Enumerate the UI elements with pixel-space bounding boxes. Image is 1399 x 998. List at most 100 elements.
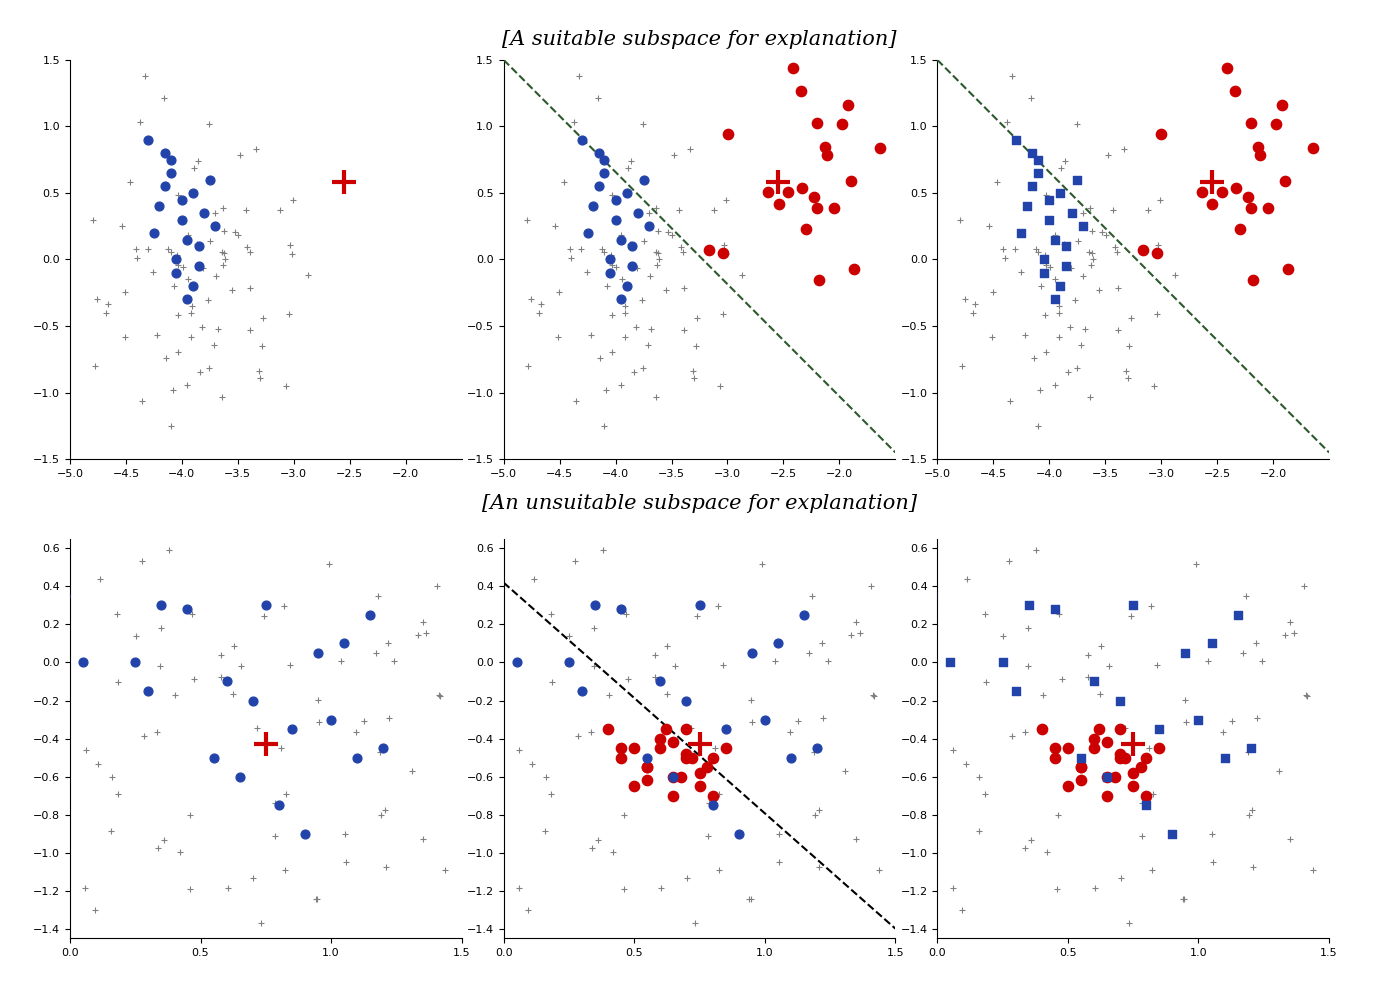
- Point: [1020, 832, 1042, 848]
- Point: [754, 712, 776, 728]
- Point: [1056, 363, 1079, 379]
- Point: [849, 626, 872, 642]
- Point: [1149, 721, 1171, 737]
- Point: [346, 749, 368, 765]
- Point: [649, 741, 672, 756]
- Point: [334, 854, 357, 870]
- Point: [1122, 778, 1144, 794]
- Point: [145, 327, 168, 343]
- Point: [204, 205, 227, 221]
- Point: [242, 870, 264, 886]
- Point: [816, 147, 838, 163]
- Point: [1343, 233, 1365, 249]
- Point: [1122, 737, 1144, 752]
- Point: [267, 797, 290, 813]
- Point: [596, 277, 618, 293]
- Point: [993, 250, 1016, 266]
- Point: [273, 598, 295, 614]
- Point: [1247, 139, 1269, 155]
- Point: [606, 259, 628, 275]
- Point: [520, 755, 543, 771]
- Point: [715, 192, 737, 208]
- Point: [1032, 251, 1055, 267]
- Point: [1010, 264, 1032, 280]
- Point: [518, 902, 540, 918]
- Point: [1146, 245, 1168, 260]
- Point: [1256, 200, 1279, 216]
- Point: [1059, 260, 1081, 276]
- Point: [306, 693, 329, 709]
- Point: [564, 553, 586, 569]
- Point: [278, 657, 301, 673]
- Point: [992, 628, 1014, 644]
- Point: [1270, 97, 1293, 113]
- Point: [641, 320, 663, 336]
- Point: [610, 291, 632, 307]
- Point: [1242, 858, 1265, 874]
- Point: [790, 181, 813, 197]
- Point: [199, 233, 221, 249]
- Point: [239, 280, 262, 296]
- Point: [179, 881, 201, 897]
- Point: [180, 304, 203, 320]
- Point: [204, 267, 227, 283]
- Point: [176, 290, 199, 306]
- Point: [757, 185, 779, 201]
- Point: [803, 190, 825, 206]
- Point: [1021, 145, 1044, 161]
- Point: [1079, 388, 1101, 404]
- Point: [1095, 768, 1118, 784]
- Point: [1302, 140, 1325, 156]
- Point: [716, 126, 739, 142]
- Point: [1136, 203, 1158, 219]
- Point: [625, 260, 648, 276]
- Point: [330, 654, 353, 670]
- Point: [130, 553, 152, 569]
- Point: [593, 165, 616, 181]
- Point: [150, 658, 172, 674]
- Point: [1010, 225, 1032, 241]
- Point: [616, 185, 638, 201]
- Point: [1079, 244, 1101, 259]
- Point: [648, 250, 670, 266]
- Point: [252, 310, 274, 326]
- Point: [644, 647, 666, 663]
- Point: [1004, 132, 1027, 148]
- Point: [627, 205, 649, 221]
- Point: [646, 245, 669, 260]
- Point: [306, 645, 329, 661]
- Point: [1135, 797, 1157, 813]
- Point: [600, 247, 623, 262]
- Point: [187, 258, 210, 274]
- Point: [1200, 175, 1223, 191]
- Point: [176, 232, 199, 248]
- Point: [1088, 282, 1111, 298]
- Point: [133, 728, 155, 744]
- Point: [333, 175, 355, 191]
- Point: [954, 755, 977, 771]
- Point: [1027, 418, 1049, 434]
- Point: [159, 152, 182, 168]
- Point: [74, 742, 97, 757]
- Point: [46, 242, 69, 257]
- Point: [1044, 291, 1066, 307]
- Point: [1107, 321, 1129, 337]
- Point: [176, 227, 199, 243]
- Point: [1023, 349, 1045, 365]
- Point: [597, 687, 620, 703]
- Point: [974, 785, 996, 801]
- Point: [799, 646, 821, 662]
- Point: [676, 693, 698, 709]
- Point: [621, 258, 644, 274]
- Point: [425, 578, 448, 594]
- Point: [85, 291, 108, 307]
- Point: [375, 858, 397, 874]
- Point: [610, 601, 632, 617]
- Point: [186, 153, 208, 169]
- Point: [1051, 161, 1073, 177]
- Point: [823, 200, 845, 216]
- Point: [576, 225, 599, 241]
- Point: [679, 141, 701, 157]
- Point: [986, 174, 1009, 190]
- Point: [540, 785, 562, 801]
